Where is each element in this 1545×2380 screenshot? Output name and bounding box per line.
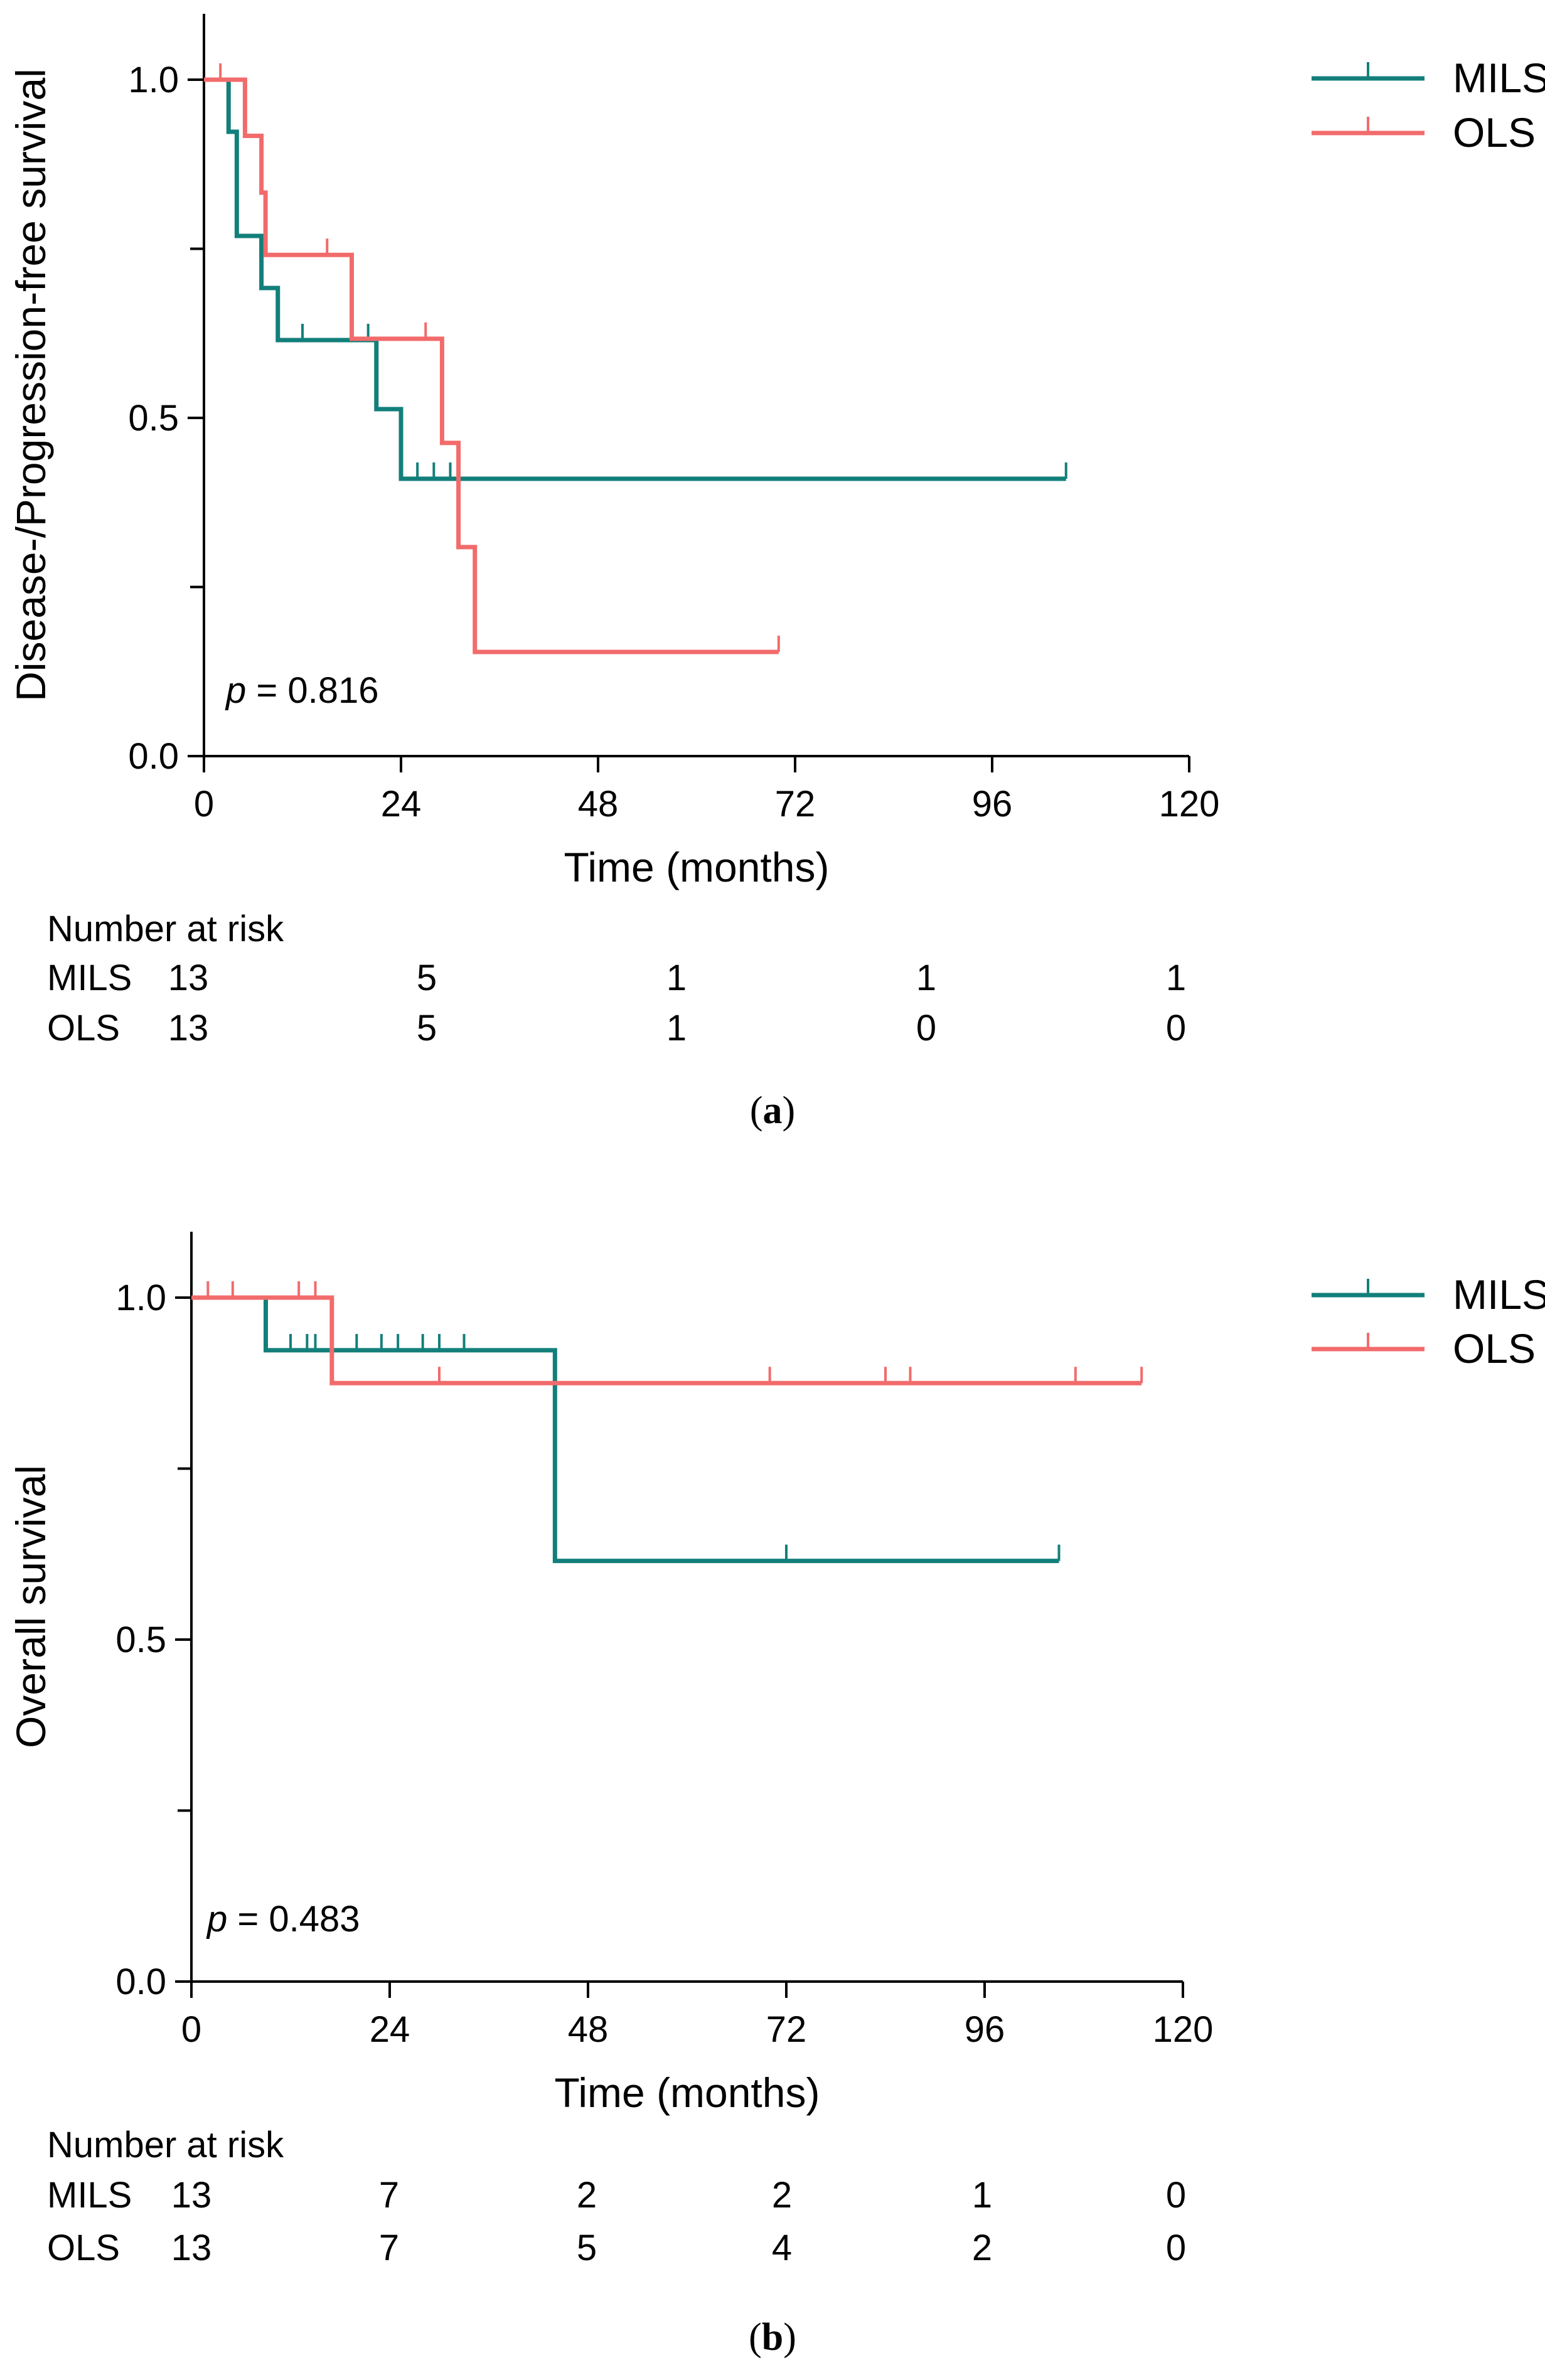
risk-value: 7 bbox=[379, 2228, 399, 2268]
risk-value: 4 bbox=[772, 2228, 792, 2268]
x-tick-label: 96 bbox=[965, 2009, 1005, 2050]
x-tick-label: 120 bbox=[1159, 784, 1220, 824]
risk-value: 13 bbox=[168, 1008, 209, 1049]
risk-value: 5 bbox=[577, 2228, 597, 2268]
risk-value: 13 bbox=[171, 2228, 212, 2268]
risk-value: 2 bbox=[577, 2175, 597, 2216]
caption-close: ) bbox=[783, 2316, 796, 2359]
risk-value: 0 bbox=[1166, 2228, 1186, 2268]
caption-open: ( bbox=[749, 2316, 762, 2359]
x-tick-label: 48 bbox=[568, 2009, 609, 2050]
caption-letter: a bbox=[763, 1089, 783, 1132]
legend-label-mils: MILS bbox=[1453, 55, 1545, 101]
legend-label-ols: OLS bbox=[1453, 109, 1536, 156]
risk-value: 0 bbox=[1166, 1008, 1186, 1049]
risk-value: 2 bbox=[972, 2228, 992, 2268]
p-value: p = 0.816 bbox=[225, 670, 379, 711]
risk-value: 2 bbox=[772, 2175, 792, 2216]
x-tick-label: 72 bbox=[766, 2009, 807, 2050]
x-tick-label: 0 bbox=[181, 2009, 201, 2050]
legend-label-ols: OLS bbox=[1453, 1325, 1536, 1372]
risk-value: 0 bbox=[916, 1008, 936, 1049]
x-axis-title: Time (months) bbox=[555, 2069, 820, 2116]
chart-a: 0.0 0.5 1.0 0 24 48 72 96 120 Time (months) Diseas… bbox=[8, 14, 1545, 1132]
x-tick-label: 96 bbox=[972, 784, 1013, 824]
x-tick-label: 48 bbox=[578, 784, 619, 824]
caption-close: ) bbox=[783, 1089, 796, 1132]
risk-value: 7 bbox=[379, 2175, 399, 2216]
p-value-text: = 0.483 bbox=[227, 1899, 360, 1940]
risk-value: 1 bbox=[1166, 958, 1186, 998]
x-tick-label: 0 bbox=[194, 784, 214, 824]
series-line-ols bbox=[191, 1295, 1142, 1385]
risk-row-label: OLS bbox=[47, 1008, 120, 1049]
y-tick-label: 1.0 bbox=[115, 1278, 166, 1318]
risk-row-label: MILS bbox=[47, 958, 132, 998]
y-tick-label: 1.0 bbox=[128, 60, 179, 100]
risk-value: 5 bbox=[417, 1008, 437, 1049]
risk-value: 5 bbox=[417, 958, 437, 998]
risk-table-header: Number at risk bbox=[47, 2125, 284, 2165]
y-tick-label: 0.0 bbox=[115, 1961, 166, 2002]
y-axis-title: Overall survival bbox=[8, 1465, 54, 1748]
panel-caption: (a) bbox=[750, 1089, 795, 1132]
legend-label-mils: MILS bbox=[1453, 1271, 1545, 1318]
y-tick-label: 0.0 bbox=[128, 736, 179, 777]
caption-letter: b bbox=[762, 2316, 783, 2359]
x-axis-title: Time (months) bbox=[564, 844, 830, 890]
risk-value: 1 bbox=[666, 1008, 687, 1049]
risk-value: 13 bbox=[171, 2175, 212, 2216]
x-tick-label: 72 bbox=[775, 784, 816, 824]
risk-value: 1 bbox=[916, 958, 936, 998]
y-tick-label: 0.5 bbox=[115, 1620, 166, 1660]
p-value: p = 0.483 bbox=[206, 1899, 360, 1940]
p-symbol: p bbox=[225, 670, 246, 711]
series-line-ols bbox=[204, 77, 779, 654]
p-value-text: = 0.816 bbox=[246, 670, 378, 711]
y-axis-title: Disease-/Progression-free survival bbox=[8, 68, 54, 702]
risk-value: 1 bbox=[972, 2175, 992, 2216]
series-line-mils bbox=[191, 1295, 1059, 1564]
risk-row-label: OLS bbox=[47, 2228, 120, 2268]
panel-caption: (b) bbox=[749, 2316, 796, 2359]
risk-table-header: Number at risk bbox=[47, 909, 284, 949]
risk-value: 1 bbox=[666, 958, 687, 998]
y-tick-label: 0.5 bbox=[128, 398, 179, 439]
x-tick-label: 24 bbox=[370, 2009, 410, 2050]
caption-open: ( bbox=[750, 1089, 763, 1132]
series-line-mils bbox=[204, 77, 1066, 481]
risk-value: 13 bbox=[168, 958, 209, 998]
risk-row-label: MILS bbox=[47, 2175, 132, 2216]
x-tick-label: 24 bbox=[381, 784, 422, 824]
risk-value: 0 bbox=[1166, 2175, 1186, 2216]
x-tick-label: 120 bbox=[1153, 2009, 1214, 2050]
p-symbol: p bbox=[206, 1899, 227, 1940]
